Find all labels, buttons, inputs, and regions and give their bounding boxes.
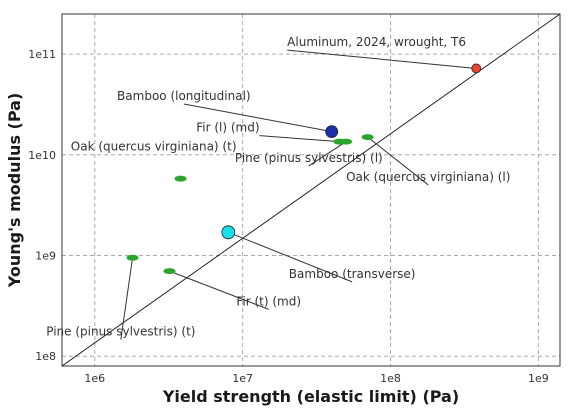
plot-frame [61, 13, 561, 367]
x-axis-title: Yield strength (elastic limit) (Pa) [162, 387, 459, 406]
data-point [361, 134, 374, 141]
data-point [126, 254, 139, 261]
point-label: Pine (pinus sylvestris) (l) [235, 151, 383, 165]
point-label: Bamboo (longitudinal) [117, 89, 251, 103]
data-point [163, 268, 176, 275]
y-tick-label: 1e9 [35, 250, 56, 263]
data-point [221, 225, 236, 240]
point-label: Fir (l) (md) [196, 121, 259, 135]
leader-line [120, 257, 134, 340]
y-tick-label: 1e11 [28, 48, 56, 61]
data-points [126, 63, 482, 275]
point-label: Oak (quercus virginiana) (l) [346, 170, 510, 184]
point-label: Oak (quercus virginiana) (t) [71, 140, 237, 154]
point-labels: Aluminum, 2024, wrought, T6 Bamboo (longi… [46, 35, 510, 339]
leader-line [259, 135, 340, 143]
leader-line [183, 103, 332, 133]
point-label: Bamboo (transverse) [289, 267, 416, 281]
data-point [340, 138, 353, 145]
point-label: Fir (t) (md) [236, 294, 301, 308]
leader-line [287, 49, 477, 69]
data-point [471, 63, 482, 74]
y-tick-label: 1e10 [28, 149, 56, 162]
leader-lines [120, 49, 477, 340]
grid [62, 14, 560, 366]
data-point [174, 175, 187, 182]
leader-line [228, 231, 353, 283]
leader-line [169, 270, 269, 310]
point-label: Aluminum, 2024, wrought, T6 [287, 35, 466, 49]
y-axis-title: Young's modulus (Pa) [5, 93, 24, 289]
data-point [325, 125, 339, 138]
tick-labels: 1e6 1e7 1e8 1e9 1e8 1e9 1e10 1e11 [28, 48, 549, 385]
point-label: Pine (pinus sylvestris) (t) [46, 325, 195, 339]
x-tick-label: 1e9 [528, 372, 549, 385]
x-tick-label: 1e8 [380, 372, 401, 385]
leader-line [367, 136, 429, 186]
x-tick-label: 1e6 [84, 372, 105, 385]
x-tick-label: 1e7 [232, 372, 253, 385]
y-tick-label: 1e8 [35, 350, 56, 363]
leader-line [308, 141, 347, 167]
